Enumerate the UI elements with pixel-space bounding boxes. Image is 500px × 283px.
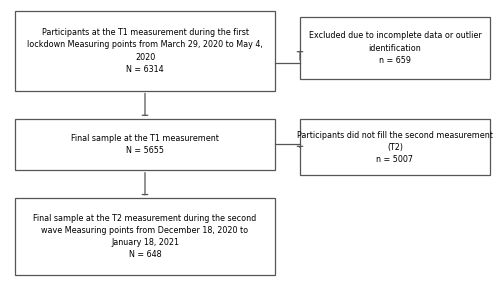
FancyBboxPatch shape xyxy=(300,17,490,79)
FancyBboxPatch shape xyxy=(15,11,275,91)
Text: Final sample at the T2 measurement during the second
wave Measuring points from : Final sample at the T2 measurement durin… xyxy=(34,214,256,259)
FancyBboxPatch shape xyxy=(15,119,275,170)
Text: Excluded due to incomplete data or outlier
identification
n = 659: Excluded due to incomplete data or outli… xyxy=(308,31,482,65)
Text: Final sample at the T1 measurement
N = 5655: Final sample at the T1 measurement N = 5… xyxy=(71,134,219,155)
FancyBboxPatch shape xyxy=(300,119,490,175)
Text: Participants did not fill the second measurement
(T2)
n = 5007: Participants did not fill the second mea… xyxy=(297,130,493,164)
Text: Participants at the T1 measurement during the first
lockdown Measuring points fr: Participants at the T1 measurement durin… xyxy=(27,28,263,74)
FancyBboxPatch shape xyxy=(15,198,275,275)
